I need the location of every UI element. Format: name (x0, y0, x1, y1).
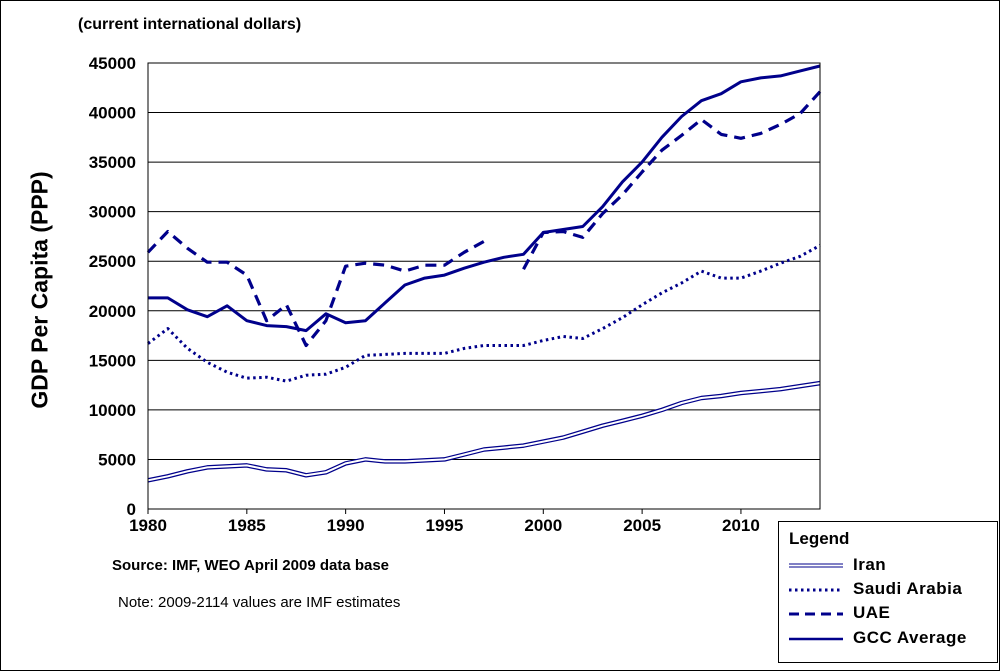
legend: Legend Iran Saudi Arabia UAE GCC Average (778, 521, 998, 663)
series-line-gcc-average (148, 64, 821, 333)
series-lines (146, 64, 822, 483)
legend-swatch-saudi-arabia (789, 588, 843, 592)
x-tick-label: 2005 (623, 516, 661, 535)
series-line-iran-inner (147, 382, 821, 482)
x-tick-labels: 1980 1985 1990 1995 2000 2005 2010 (129, 509, 760, 535)
x-tick-label: 2000 (524, 516, 562, 535)
legend-title: Legend (789, 529, 850, 548)
y-tick-label: 20000 (89, 302, 136, 321)
legend-label-gcc-average: GCC Average (853, 628, 967, 647)
y-tick-label: 10000 (89, 401, 136, 420)
x-tick-label: 1990 (327, 516, 365, 535)
y-tick-label: 5000 (98, 450, 136, 469)
y-tick-label: 35000 (89, 153, 136, 172)
legend-item-gcc-average: GCC Average (787, 628, 993, 650)
y-tick-label: 0 (127, 500, 136, 519)
legend-swatch-gcc-average (789, 637, 843, 641)
y-tick-label: 45000 (89, 54, 136, 73)
series-line-saudi-arabia (147, 244, 821, 383)
legend-label-uae: UAE (853, 603, 891, 622)
y-tick-label: 15000 (89, 351, 136, 370)
y-tick-labels: 0 5000 10000 15000 20000 25000 30000 35000 40000… (89, 54, 136, 519)
y-tick-label: 30000 (89, 203, 136, 222)
y-tick-label: 40000 (89, 104, 136, 123)
x-tick-label: 1985 (228, 516, 266, 535)
series-line-uae (146, 90, 822, 348)
y-tick-label: 25000 (89, 252, 136, 271)
legend-item-saudi-arabia: Saudi Arabia (787, 579, 993, 601)
estimate-note: Note: 2009-2114 values are IMF estimates (118, 594, 401, 611)
x-tick-label: 2010 (722, 516, 760, 535)
legend-label-iran: Iran (853, 555, 887, 574)
legend-item-uae: UAE (787, 603, 993, 625)
legend-swatch-iran (789, 563, 843, 568)
legend-swatch-uae (789, 612, 843, 616)
plot-border (147, 62, 821, 510)
unit-note: (current international dollars) (78, 16, 302, 33)
legend-label-saudi-arabia: Saudi Arabia (853, 579, 963, 598)
source-note: Source: IMF, WEO April 2009 data base (112, 557, 390, 574)
plot-area (148, 63, 820, 509)
x-tick-label: 1995 (426, 516, 464, 535)
legend-item-iran: Iran (787, 555, 993, 577)
x-tick-label: 1980 (129, 516, 167, 535)
